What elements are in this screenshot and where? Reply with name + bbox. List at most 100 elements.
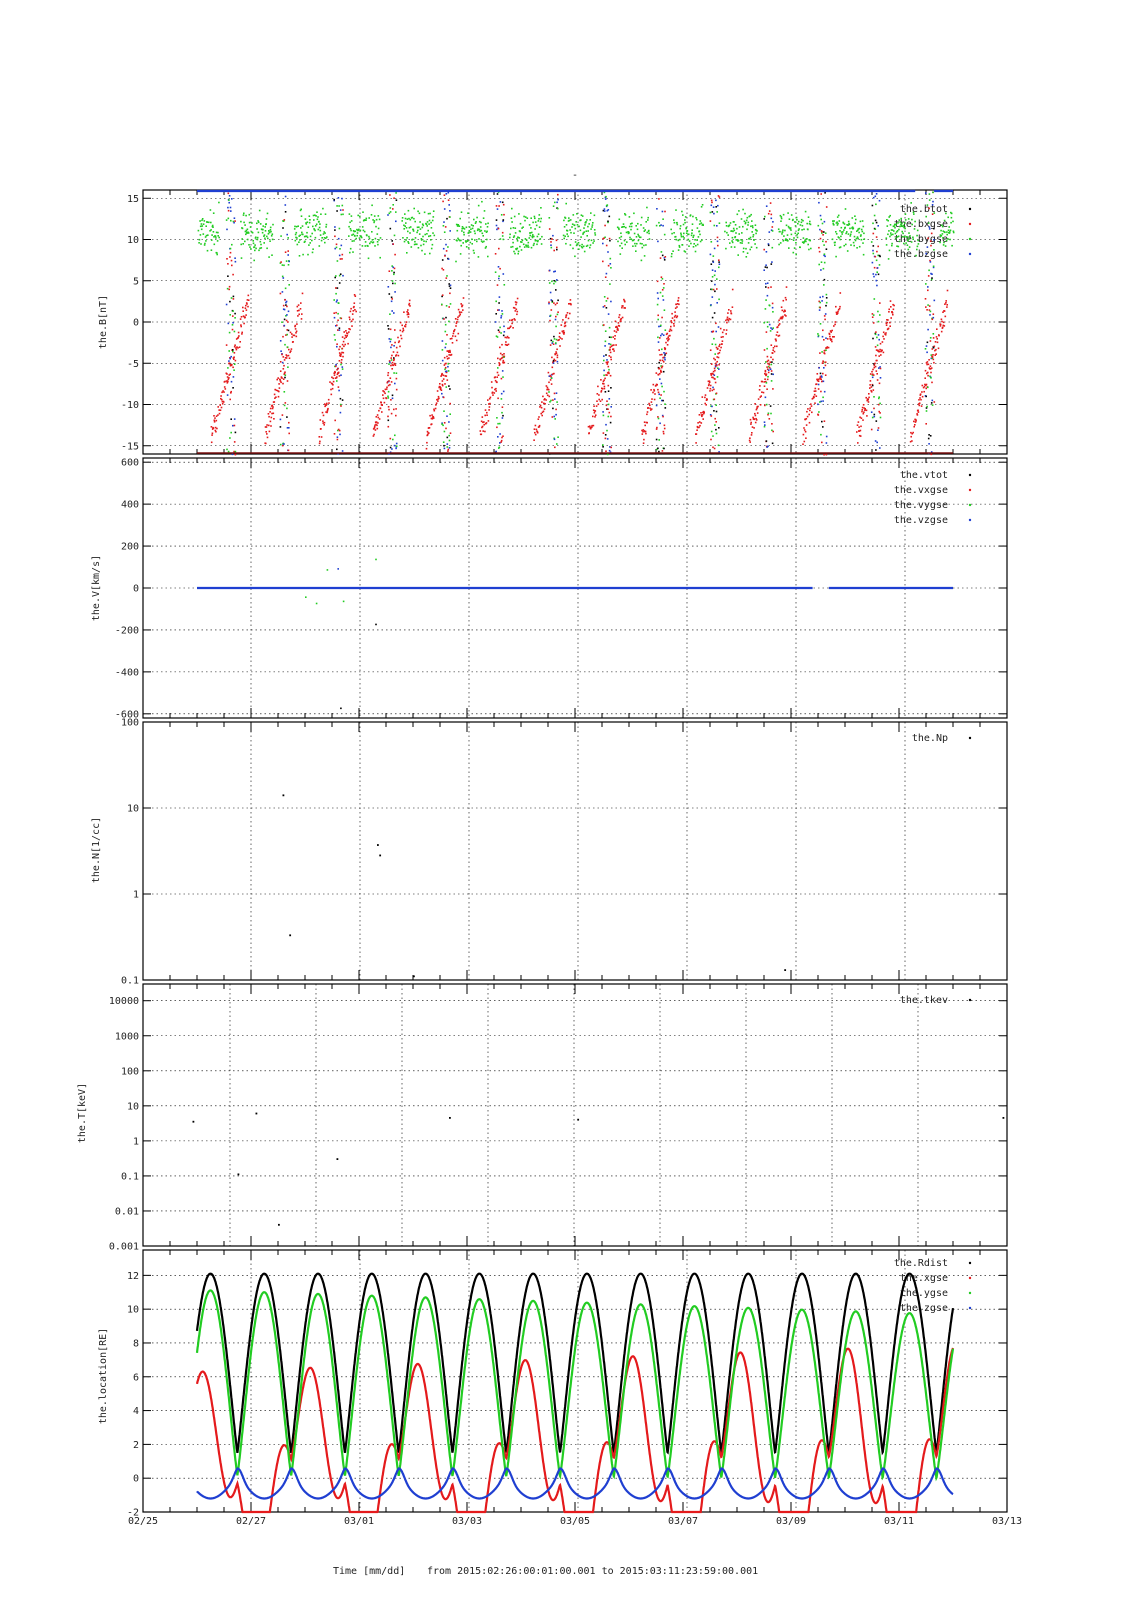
b-point	[524, 219, 526, 222]
b-point	[604, 330, 607, 332]
b-point	[710, 374, 713, 376]
b-point	[536, 235, 539, 238]
b-point	[931, 318, 934, 321]
b-point	[593, 240, 595, 242]
b-point	[480, 420, 483, 423]
b-point	[879, 348, 881, 351]
b-point	[481, 416, 484, 418]
b-point	[477, 228, 479, 230]
b-point	[288, 260, 290, 263]
b-point	[897, 245, 900, 248]
b-point	[777, 326, 779, 328]
b-point	[235, 338, 238, 340]
b-point	[600, 390, 603, 392]
b-point	[511, 207, 513, 210]
b-point	[836, 221, 838, 223]
b-point	[562, 331, 565, 334]
b-point	[325, 237, 327, 239]
b-point	[657, 314, 659, 317]
b-point	[261, 231, 264, 234]
b-point	[283, 219, 286, 221]
b-point	[468, 229, 471, 232]
b-point	[630, 228, 632, 231]
b-point	[557, 207, 559, 210]
b-point	[415, 243, 417, 245]
b-point	[933, 227, 935, 230]
b-point	[901, 235, 904, 238]
b-point	[738, 226, 741, 228]
b-point	[400, 334, 402, 337]
panel-1-ytick-label: -200	[115, 625, 139, 636]
b-point	[764, 424, 766, 426]
b-point	[233, 221, 235, 224]
b-point	[497, 266, 500, 268]
b-point	[456, 321, 458, 323]
b-point	[770, 412, 772, 415]
panel-temperature: the.T[keV] the.tkev 0.0010.010.111010010…	[77, 983, 1008, 1253]
b-point	[609, 283, 611, 285]
b-point	[807, 243, 809, 246]
b-point	[507, 343, 510, 346]
panel-2-ylabel: the.N[1/cc]	[91, 817, 102, 883]
b-point	[664, 358, 666, 361]
b-point	[889, 214, 891, 217]
b-point	[657, 374, 660, 376]
b-point	[503, 284, 506, 286]
b-point	[656, 303, 659, 306]
b-point	[892, 225, 895, 228]
b-point	[282, 368, 285, 370]
b-point	[619, 253, 622, 255]
b-point	[888, 249, 891, 252]
b-point	[494, 253, 497, 255]
b-point	[563, 226, 566, 228]
b-point	[747, 242, 750, 244]
b-point	[875, 193, 878, 195]
b-point	[388, 338, 391, 340]
b-point	[701, 413, 704, 416]
b-point	[563, 333, 565, 335]
b-point	[268, 230, 270, 232]
b-point	[398, 340, 401, 342]
b-point	[663, 424, 666, 427]
b-point	[917, 243, 920, 245]
b-point	[225, 303, 228, 306]
b-point	[901, 222, 903, 225]
panel-3-ytick-label: 0.001	[109, 1242, 139, 1253]
b-point	[927, 328, 929, 331]
b-point	[348, 225, 350, 228]
b-point	[825, 442, 828, 444]
b-point	[564, 324, 567, 327]
b-point	[911, 432, 913, 435]
b-point	[482, 217, 485, 219]
b-point	[649, 407, 651, 410]
b-point	[859, 416, 861, 419]
b-point	[744, 212, 746, 215]
b-point	[584, 222, 587, 224]
b-point	[903, 235, 906, 238]
b-point	[838, 307, 841, 310]
b-point	[892, 303, 894, 306]
b-point	[340, 213, 343, 216]
b-point	[822, 329, 824, 332]
b-point	[244, 224, 246, 226]
b-point	[230, 355, 232, 358]
b-point	[282, 227, 284, 229]
b-point	[213, 421, 216, 423]
b-point	[406, 237, 408, 239]
b-point	[864, 409, 866, 411]
b-point	[725, 247, 727, 250]
b-point	[816, 379, 819, 382]
b-point	[780, 217, 783, 220]
b-point	[702, 411, 704, 414]
b-point	[228, 195, 231, 197]
b-point	[430, 239, 432, 241]
b-point	[348, 235, 350, 237]
b-point	[711, 269, 714, 271]
b-point	[390, 399, 392, 401]
b-point	[830, 331, 832, 333]
b-point	[230, 390, 232, 393]
panel-0-ytick-label: -5	[127, 359, 139, 370]
b-point	[831, 238, 834, 241]
b-point	[460, 303, 462, 305]
b-point	[203, 220, 206, 222]
